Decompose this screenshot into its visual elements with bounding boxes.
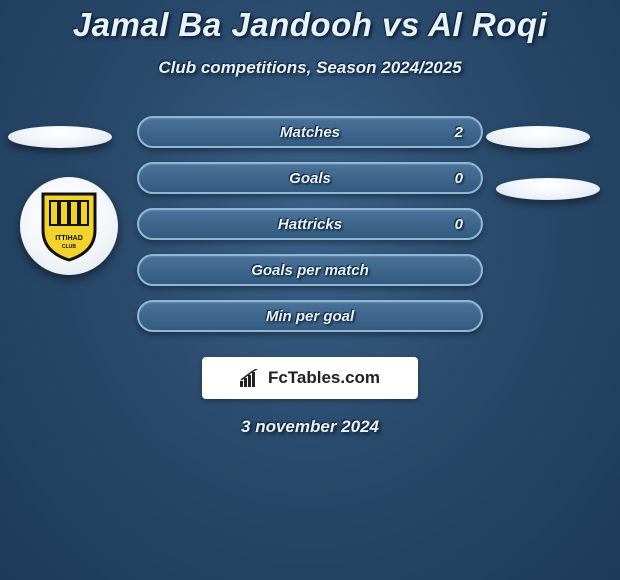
player-left-slot (8, 126, 112, 148)
stat-label: Min per goal (266, 308, 354, 325)
stat-label: Matches (280, 124, 340, 141)
stat-label: Goals (289, 170, 331, 187)
page-title: Jamal Ba Jandooh vs Al Roqi (0, 0, 620, 44)
stat-label: Hattricks (278, 216, 342, 233)
player-right-slot-2 (496, 178, 600, 200)
stat-label: Goals per match (251, 262, 369, 279)
branding-badge: FcTables.com (202, 357, 418, 399)
stat-row-hattricks: Hattricks 0 (137, 208, 483, 240)
stat-value: 0 (455, 216, 463, 233)
bar-chart-icon (240, 369, 262, 387)
player-right-slot-1 (486, 126, 590, 148)
svg-text:CLUB: CLUB (62, 244, 76, 250)
stat-row-min-per-goal: Min per goal (137, 300, 483, 332)
stat-row-goals-per-match: Goals per match (137, 254, 483, 286)
stat-value: 0 (455, 170, 463, 187)
date-text: 3 november 2024 (0, 417, 620, 437)
stat-value: 2 (455, 124, 463, 141)
branding-text: FcTables.com (268, 368, 380, 388)
club-badge: ITTIHAD CLUB (20, 177, 118, 275)
subtitle: Club competitions, Season 2024/2025 (0, 58, 620, 78)
svg-text:ITTIHAD: ITTIHAD (55, 235, 83, 242)
stat-row-matches: Matches 2 (137, 116, 483, 148)
club-shield-icon: ITTIHAD CLUB (39, 190, 99, 262)
stat-row-goals: Goals 0 (137, 162, 483, 194)
